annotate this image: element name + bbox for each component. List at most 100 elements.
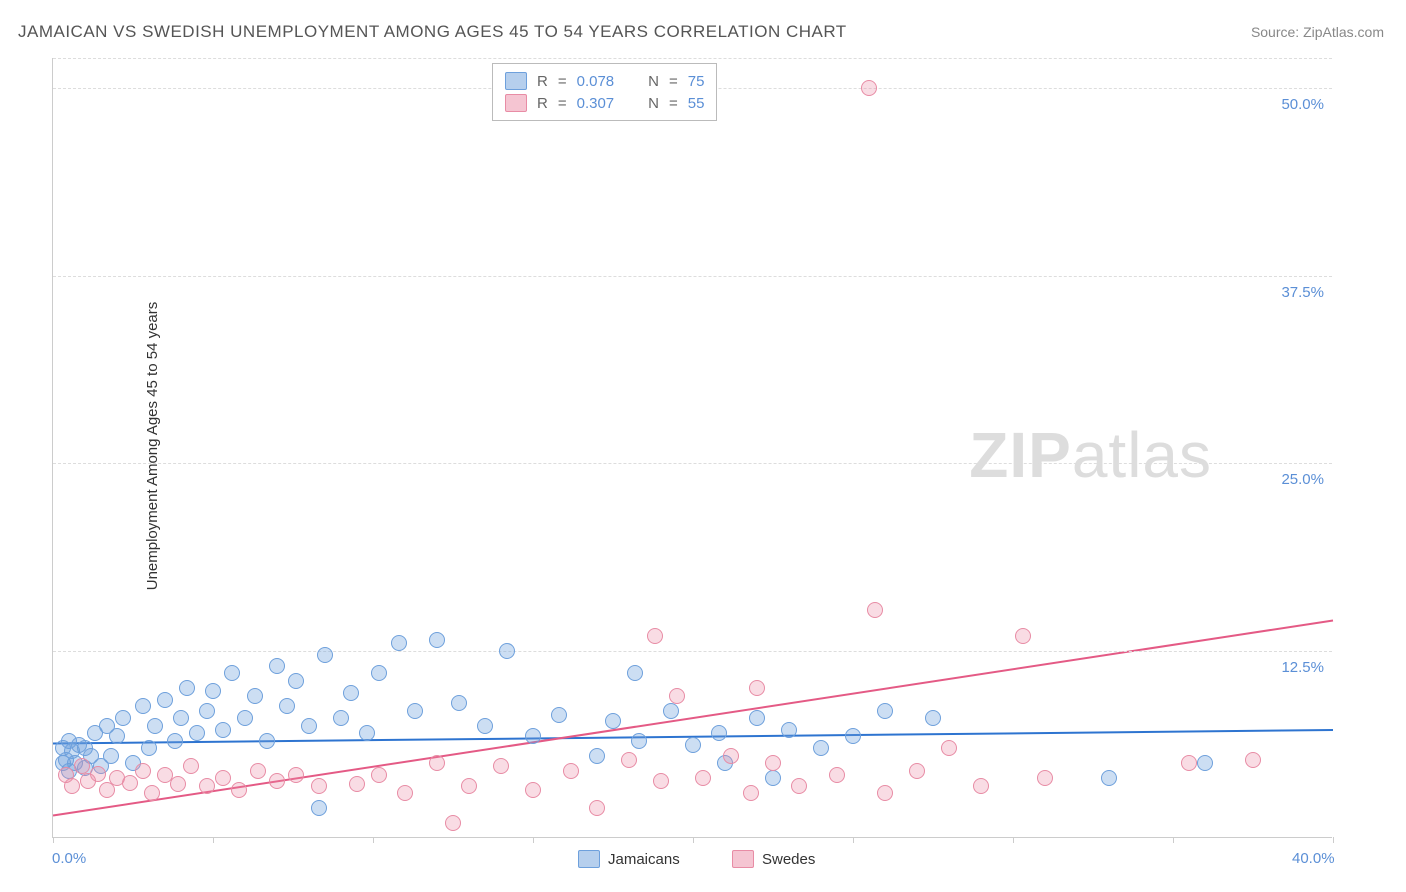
scatter-point: [311, 778, 327, 794]
xtick: [693, 837, 694, 843]
scatter-point: [288, 673, 304, 689]
scatter-point: [397, 785, 413, 801]
scatter-point: [103, 748, 119, 764]
scatter-point: [861, 80, 877, 96]
scatter-point: [247, 688, 263, 704]
n-value: 75: [688, 73, 705, 90]
scatter-point: [743, 785, 759, 801]
n-label: N: [648, 95, 659, 112]
scatter-point: [749, 680, 765, 696]
legend-row: R=0.307N=55: [505, 92, 704, 114]
scatter-point: [269, 658, 285, 674]
scatter-point: [749, 710, 765, 726]
scatter-point: [695, 770, 711, 786]
scatter-point: [269, 773, 285, 789]
xtick: [1333, 837, 1334, 843]
scatter-point: [407, 703, 423, 719]
xtick: [53, 837, 54, 843]
scatter-point: [461, 778, 477, 794]
ytick-label: 50.0%: [1281, 96, 1324, 113]
scatter-point: [589, 748, 605, 764]
scatter-point: [1037, 770, 1053, 786]
scatter-point: [685, 737, 701, 753]
r-value: 0.078: [577, 73, 615, 90]
ytick-label: 12.5%: [1281, 659, 1324, 676]
series-label: Swedes: [762, 851, 815, 868]
scatter-point: [493, 758, 509, 774]
scatter-point: [669, 688, 685, 704]
scatter-point: [653, 773, 669, 789]
eq-label: =: [558, 73, 567, 90]
scatter-point: [813, 740, 829, 756]
series-label: Jamaicans: [608, 851, 680, 868]
ytick-label: 25.0%: [1281, 471, 1324, 488]
scatter-point: [391, 635, 407, 651]
scatter-point: [765, 755, 781, 771]
n-label: N: [648, 73, 659, 90]
scatter-point: [122, 775, 138, 791]
scatter-point: [173, 710, 189, 726]
xtick-label: 0.0%: [52, 850, 86, 867]
scatter-point: [765, 770, 781, 786]
scatter-point: [224, 665, 240, 681]
scatter-point: [973, 778, 989, 794]
scatter-point: [288, 767, 304, 783]
scatter-point: [371, 767, 387, 783]
r-value: 0.307: [577, 95, 615, 112]
r-label: R: [537, 73, 548, 90]
scatter-point: [147, 718, 163, 734]
scatter-point: [343, 685, 359, 701]
scatter-point: [157, 692, 173, 708]
scatter-point: [237, 710, 253, 726]
scatter-point: [199, 703, 215, 719]
scatter-point: [663, 703, 679, 719]
scatter-point: [231, 782, 247, 798]
xtick: [213, 837, 214, 843]
xtick: [1173, 837, 1174, 843]
scatter-point: [445, 815, 461, 831]
scatter-point: [179, 680, 195, 696]
scatter-point: [144, 785, 160, 801]
scatter-point: [74, 758, 90, 774]
chart-title: JAMAICAN VS SWEDISH UNEMPLOYMENT AMONG A…: [18, 22, 847, 42]
scatter-point: [499, 643, 515, 659]
scatter-point: [877, 785, 893, 801]
scatter-point: [135, 698, 151, 714]
plot-area: ZIPatlas 12.5%25.0%37.5%50.0%: [52, 58, 1332, 838]
scatter-point: [90, 766, 106, 782]
xtick: [533, 837, 534, 843]
scatter-point: [829, 767, 845, 783]
scatter-point: [563, 763, 579, 779]
series-legend-swedes: Swedes: [732, 850, 815, 868]
scatter-point: [627, 665, 643, 681]
legend-row: R = 0.078 N = 75: [505, 70, 704, 92]
scatter-point: [215, 770, 231, 786]
scatter-point: [333, 710, 349, 726]
scatter-point: [1015, 628, 1031, 644]
gridline: [53, 651, 1332, 652]
scatter-point: [115, 710, 131, 726]
scatter-point: [711, 725, 727, 741]
gridline: [53, 276, 1332, 277]
scatter-point: [429, 632, 445, 648]
scatter-point: [525, 782, 541, 798]
correlation-legend: R=0.078N=75R=0.307N=55: [492, 63, 717, 121]
scatter-point: [845, 728, 861, 744]
scatter-point: [189, 725, 205, 741]
scatter-point: [621, 752, 637, 768]
scatter-point: [631, 733, 647, 749]
scatter-point: [205, 683, 221, 699]
eq-label: =: [669, 73, 678, 90]
scatter-point: [451, 695, 467, 711]
r-label: R: [537, 95, 548, 112]
scatter-point: [349, 776, 365, 792]
scatter-point: [909, 763, 925, 779]
scatter-point: [135, 763, 151, 779]
legend-swatch: [578, 850, 600, 868]
gridline: [53, 463, 1332, 464]
xtick: [1013, 837, 1014, 843]
scatter-point: [183, 758, 199, 774]
scatter-point: [551, 707, 567, 723]
legend-swatch: [505, 94, 527, 112]
scatter-point: [64, 778, 80, 794]
